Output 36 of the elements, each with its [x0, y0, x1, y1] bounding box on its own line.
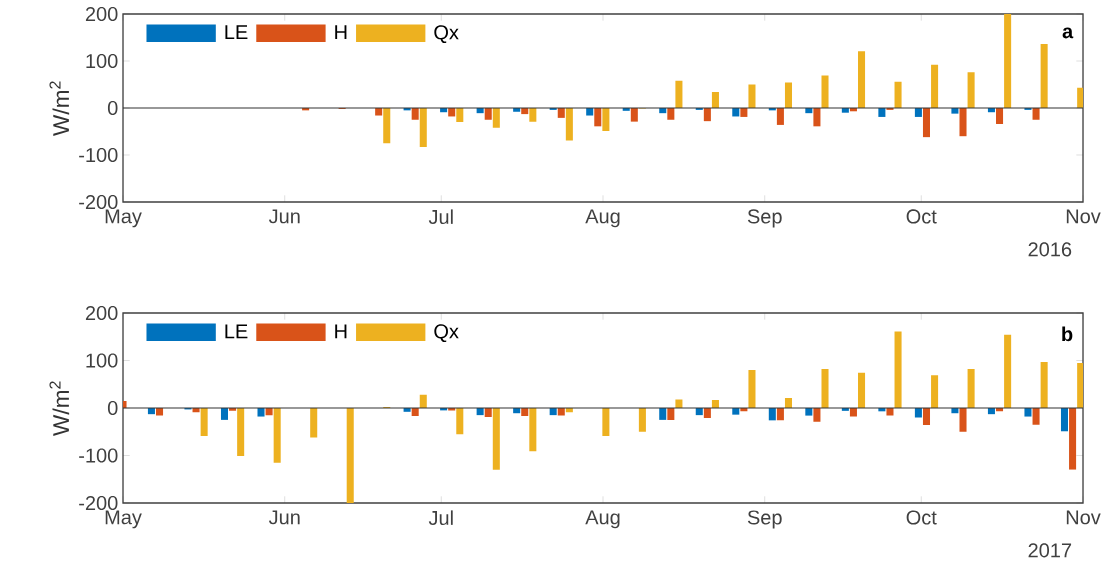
- x-tick-label: Oct: [906, 510, 937, 525]
- y-axis-title: W/m$^{2}$: [49, 381, 70, 436]
- x-tick-label: Nov: [1066, 209, 1101, 224]
- x-tick-label: May: [105, 510, 142, 529]
- x-tick-label: May: [105, 209, 142, 228]
- y-tick-label: 200: [85, 6, 118, 22]
- x-tick-label: Jul: [428, 510, 453, 526]
- legend-label: H: [335, 25, 347, 40]
- y-tick-label: 0: [107, 100, 118, 116]
- y-tick-label: -100: [79, 147, 118, 163]
- y-tick-label: -200: [79, 194, 118, 210]
- legend-label: Qx: [434, 324, 459, 343]
- legend-label: LE: [225, 25, 248, 40]
- y-tick-label: -100: [79, 448, 118, 463]
- y-tick-label: -200: [79, 495, 118, 511]
- legend-label: LE: [225, 324, 248, 339]
- text: 2017: [1028, 543, 1072, 558]
- y-axis-title: W/m$^{2}$: [49, 81, 70, 136]
- x-tick-label: Oct: [906, 209, 937, 224]
- legend-label: H: [335, 324, 347, 339]
- x-tick-label: Jun: [268, 510, 300, 525]
- legend-label: Qx: [434, 25, 459, 43]
- x-tick-label: Sep: [747, 209, 782, 228]
- x-tick-label: Sep: [747, 510, 782, 529]
- text: 2016: [1028, 242, 1072, 257]
- y-tick-label: 100: [86, 53, 118, 69]
- y-tick-label: 100: [86, 353, 118, 368]
- annotation: a: [1062, 27, 1074, 39]
- x-tick-label: Aug: [585, 209, 620, 228]
- x-tick-label: Jun: [268, 209, 300, 224]
- x-tick-label: Jul: [428, 209, 453, 225]
- annotation: b: [1062, 326, 1073, 342]
- y-tick-label: 0: [107, 400, 118, 416]
- x-tick-label: Nov: [1066, 510, 1101, 525]
- y-tick-label: 200: [85, 305, 118, 321]
- x-tick-label: Aug: [585, 510, 620, 529]
